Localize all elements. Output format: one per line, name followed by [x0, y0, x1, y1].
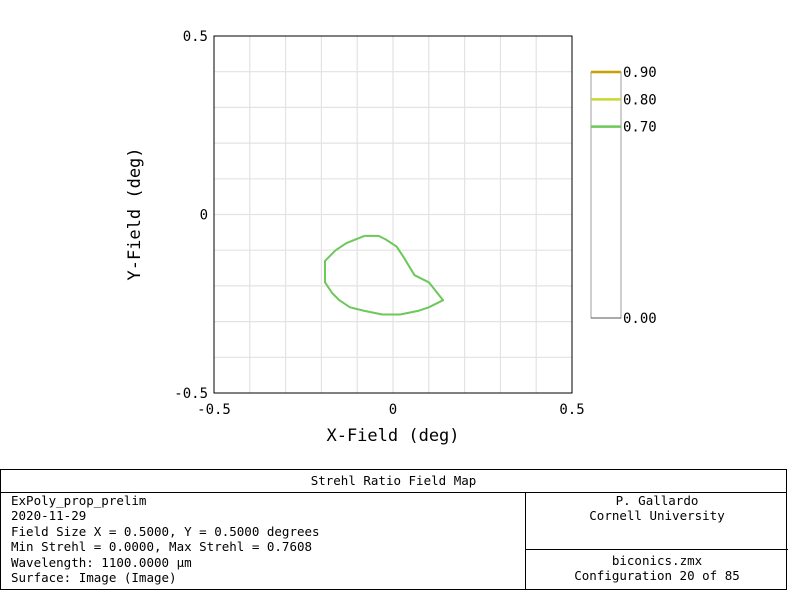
grid-lines	[214, 36, 572, 393]
legend-label: 0.90	[623, 65, 657, 81]
footer-info-lines: ExPoly_prop_prelim 2020-11-29 Field Size…	[11, 493, 320, 585]
author-name: P. Gallardo	[615, 493, 699, 508]
footer-line: 2020-11-29	[11, 508, 87, 524]
legend-label: 0.00	[623, 311, 657, 327]
footer-title: Strehl Ratio Field Map	[1, 470, 786, 493]
tick-labels: -0.5 0 0.5 0.5 0 -0.5	[174, 29, 584, 418]
plot-frame	[213, 35, 573, 394]
configuration-label: Configuration 20 of 85	[574, 568, 740, 584]
y-tick-label: 0	[200, 208, 208, 224]
x-tick-label: 0.5	[559, 402, 584, 418]
footer-line: Wavelength: 1100.0000 µm	[11, 554, 192, 570]
institution: Cornell University	[589, 508, 725, 524]
footer-line: Field Size X = 0.5000, Y = 0.5000 degree…	[11, 523, 320, 539]
contour-lines	[324, 234, 445, 316]
file-name: biconics.zmx	[611, 553, 703, 568]
x-axis-label: X-Field (deg)	[326, 426, 459, 446]
x-tick-label: -0.5	[197, 402, 231, 418]
y-tick-label: 0.5	[183, 29, 208, 45]
legend-label: 0.70	[623, 120, 657, 136]
footer-line: ExPoly_prop_prelim	[11, 493, 147, 508]
author-block: P. Gallardo Cornell University	[526, 492, 788, 550]
info-footer: Strehl Ratio Field Map ExPoly_prop_preli…	[0, 469, 788, 590]
legend-label: 0.80	[623, 92, 657, 108]
y-axis-label: Y-Field (deg)	[125, 147, 145, 280]
footer-line: Min Strehl = 0.0000, Max Strehl = 0.7608	[11, 539, 313, 555]
legend: 0.90 0.80 0.70 0.00	[590, 65, 657, 327]
file-block: biconics.zmx Configuration 20 of 85	[526, 551, 788, 589]
y-tick-label: -0.5	[174, 386, 208, 402]
strehl-field-map-chart: -0.5 0 0.5 0.5 0 -0.5 X-Field (deg) Y-Field (…	[125, 29, 657, 446]
x-tick-label: 0	[389, 402, 397, 418]
legend-box	[590, 71, 622, 319]
footer-line: Surface: Image (Image)	[11, 570, 177, 586]
footer-right-panel: P. Gallardo Cornell University biconics.…	[525, 492, 788, 589]
contour-line-0.70	[324, 234, 445, 316]
